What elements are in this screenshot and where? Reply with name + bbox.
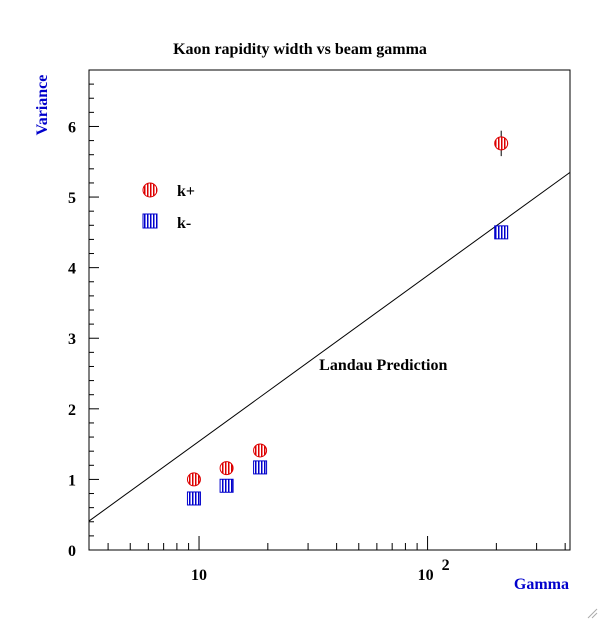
y-tick-label: 5: [68, 190, 76, 207]
chart-title: Kaon rapidity width vs beam gamma: [173, 41, 427, 58]
data-points: [186, 130, 509, 506]
x-tick-label: 10: [418, 567, 434, 584]
landau-prediction-label: Landau Prediction: [319, 357, 447, 374]
x-axis-ticks: 10 10 2: [107, 536, 566, 584]
y-tick-label: 1: [68, 472, 76, 489]
x-axis-label: Gamma: [514, 576, 569, 593]
legend-label-k-plus: k+: [177, 183, 195, 200]
legend: k+ k-: [142, 182, 195, 232]
data-point-k-plus: [186, 472, 201, 487]
legend-marker-k-plus: [142, 182, 158, 198]
resize-grip-icon[interactable]: [587, 608, 598, 619]
x-tick-label: 10: [191, 567, 207, 584]
data-point-k-plus: [494, 136, 509, 151]
data-point-k-minus: [494, 225, 509, 240]
y-axis-ticks: 0 1 2 3 4 5 6: [68, 69, 99, 560]
y-tick-label: 6: [68, 119, 76, 136]
y-tick-label: 0: [68, 543, 76, 560]
data-point-k-plus: [219, 461, 234, 476]
y-tick-label: 3: [68, 331, 76, 348]
legend-marker-k-minus: [142, 213, 158, 229]
y-axis-label: Variance: [34, 75, 51, 136]
landau-prediction-line: [88, 171, 571, 522]
data-point-k-minus: [219, 478, 234, 493]
legend-label-k-minus: k-: [177, 215, 191, 232]
x-tick-exponent: 2: [442, 557, 450, 574]
y-tick-label: 4: [68, 261, 76, 278]
data-point-k-minus: [253, 460, 268, 475]
y-tick-label: 2: [68, 402, 76, 419]
data-point-k-plus: [253, 443, 268, 458]
data-point-k-minus: [186, 491, 201, 506]
